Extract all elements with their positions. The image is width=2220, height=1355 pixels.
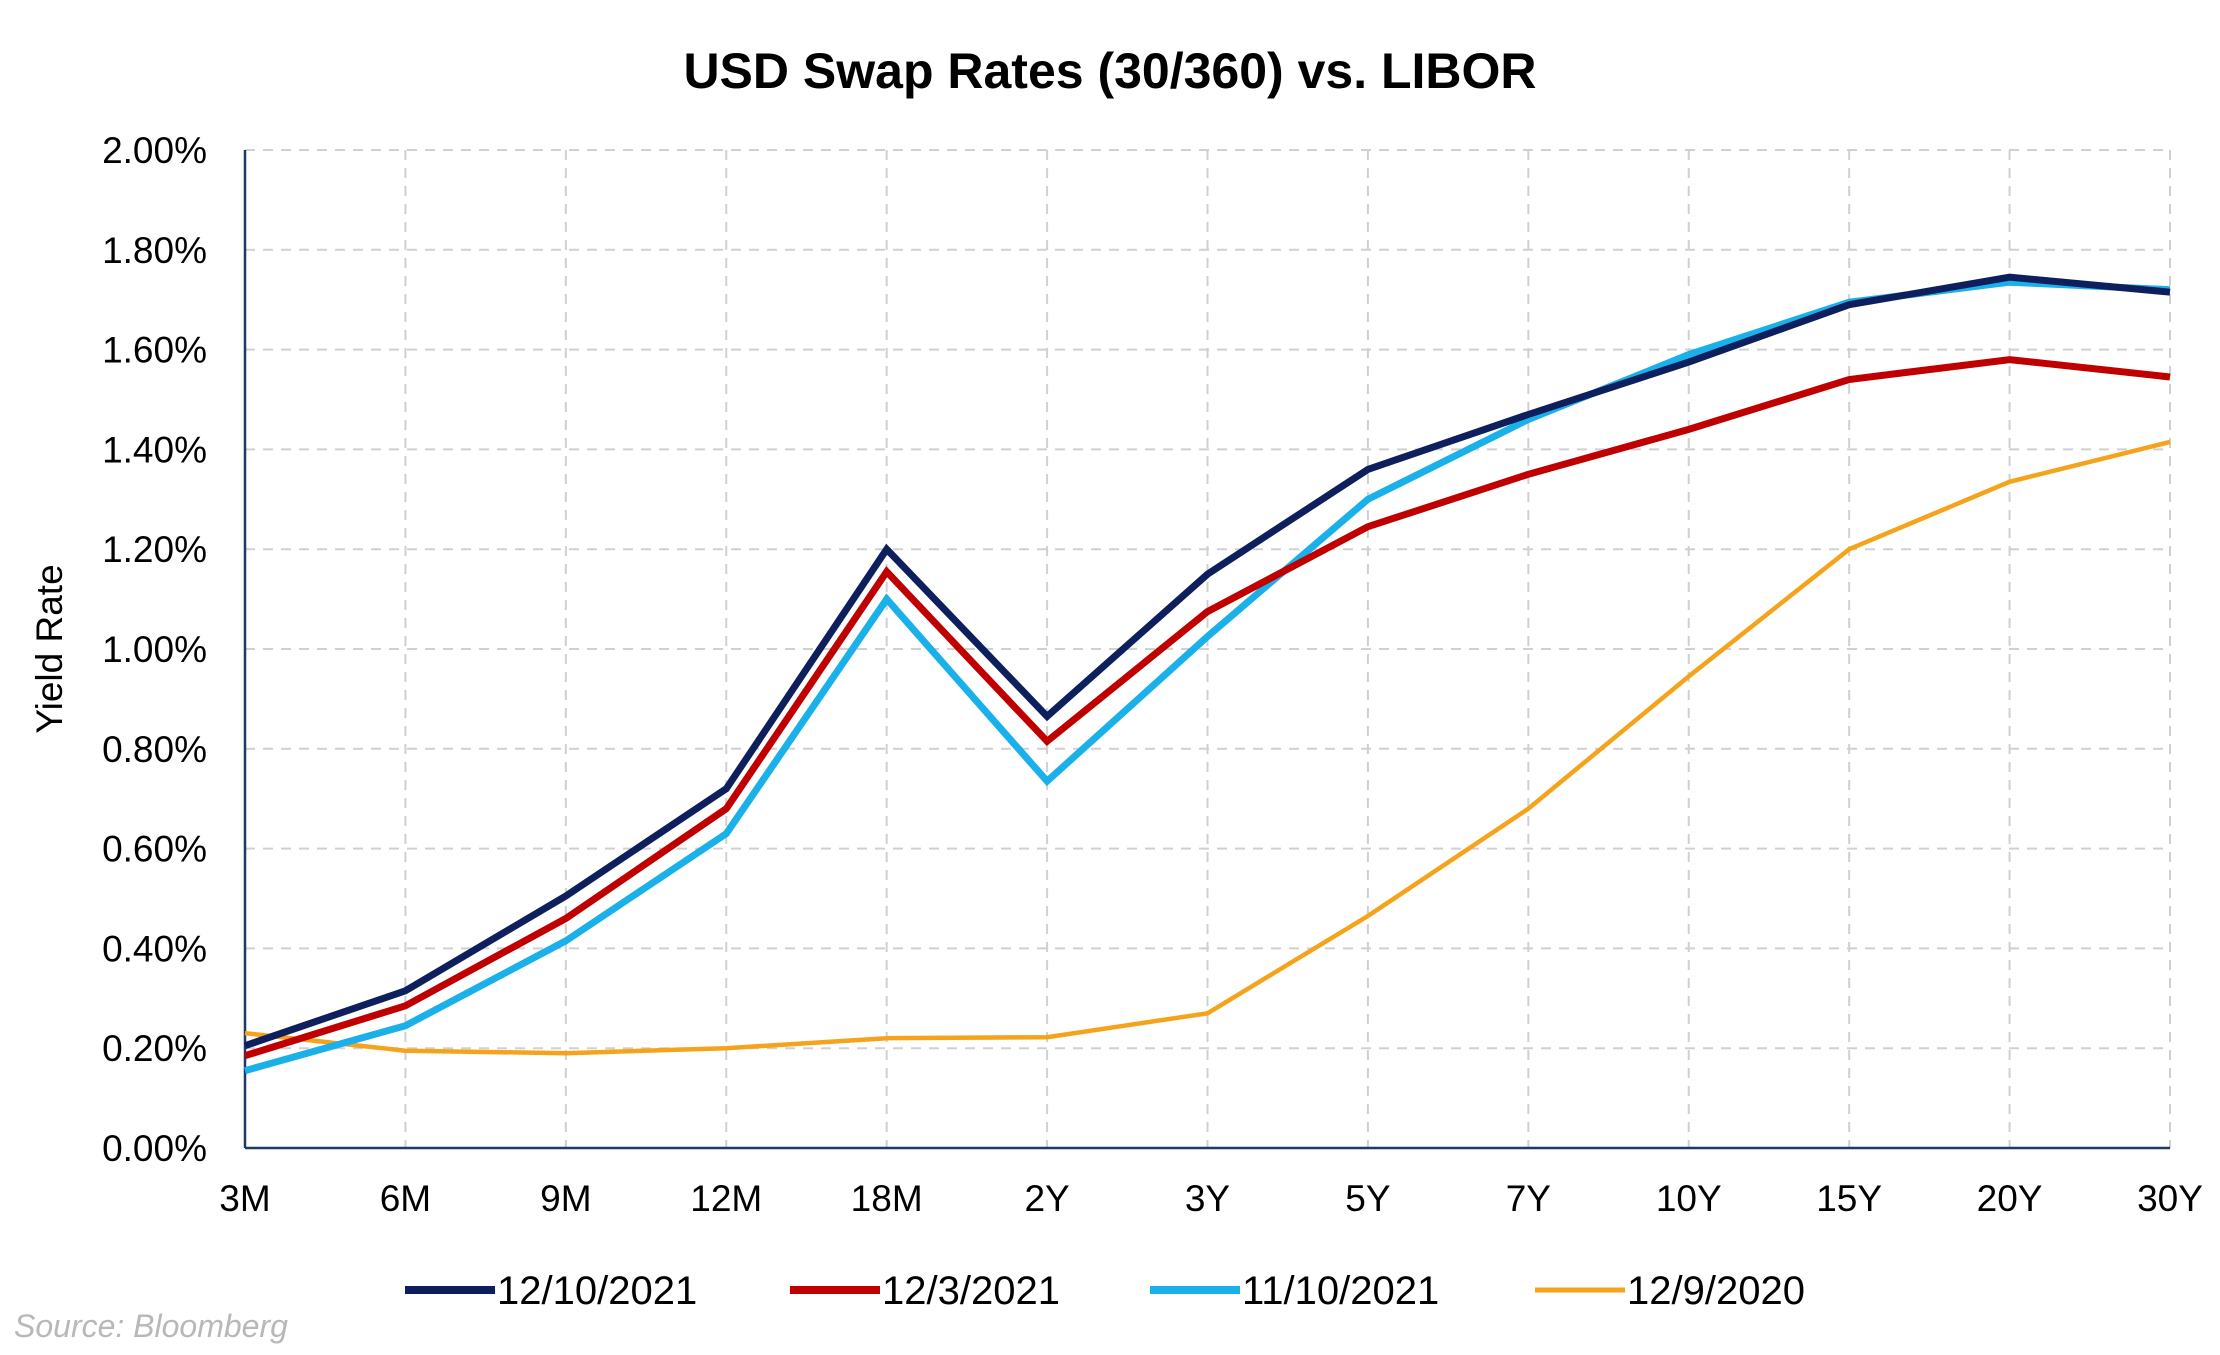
legend-label: 12/10/2021: [497, 1269, 697, 1313]
x-tick-label: 10Y: [1656, 1178, 1722, 1219]
legend-label: 12/9/2020: [1627, 1269, 1805, 1313]
x-tick-label: 6M: [380, 1178, 431, 1219]
x-tick-label: 20Y: [1977, 1178, 2043, 1219]
y-tick-label: 0.80%: [102, 729, 207, 770]
series-line: [243, 273, 2171, 1050]
y-tick-label: 1.00%: [102, 629, 207, 670]
series-line: [244, 439, 2171, 1056]
x-tick-label: 7Y: [1506, 1178, 1551, 1219]
x-tick-label: 12M: [690, 1178, 762, 1219]
chart-title: USD Swap Rates (30/360) vs. LIBOR: [683, 43, 1536, 99]
x-tick-label: 18M: [851, 1178, 923, 1219]
legend: 12/10/2021 12/3/2021 11/10/2021 12/9/2020: [405, 1269, 1805, 1313]
x-tick-label: 3Y: [1185, 1178, 1230, 1219]
x-tick-label: 3M: [219, 1178, 270, 1219]
y-tick-label: 1.60%: [102, 330, 207, 371]
source-note: Source: Bloomberg: [14, 1308, 288, 1344]
y-tick-label: 0.00%: [102, 1128, 207, 1169]
y-tick-label: 1.40%: [102, 429, 207, 470]
y-tick-label: 0.20%: [102, 1028, 207, 1069]
x-tick-label: 9M: [540, 1178, 591, 1219]
x-tick-label: 5Y: [1345, 1178, 1390, 1219]
y-axis-title: Yield Rate: [29, 564, 70, 733]
y-tick-label: 2.00%: [102, 130, 207, 171]
y-tick-label: 0.60%: [102, 829, 207, 870]
x-tick-label: 15Y: [1816, 1178, 1882, 1219]
legend-label: 12/3/2021: [882, 1269, 1060, 1313]
legend-label: 11/10/2021: [1242, 1269, 1439, 1313]
series-line: [243, 356, 2171, 1060]
y-tick-label: 1.80%: [102, 230, 207, 271]
x-tick-label: 2Y: [1024, 1178, 1069, 1219]
series-lines: [243, 273, 2171, 1075]
axes: 0.00% 0.20% 0.40% 0.60% 0.80% 1.00% 1.20% 1.40%…: [29, 130, 2203, 1219]
x-tick-label: 30Y: [2137, 1178, 2203, 1219]
y-tick-label: 1.20%: [102, 529, 207, 570]
y-tick-label: 0.40%: [102, 928, 207, 969]
grid: [245, 149, 2171, 1148]
